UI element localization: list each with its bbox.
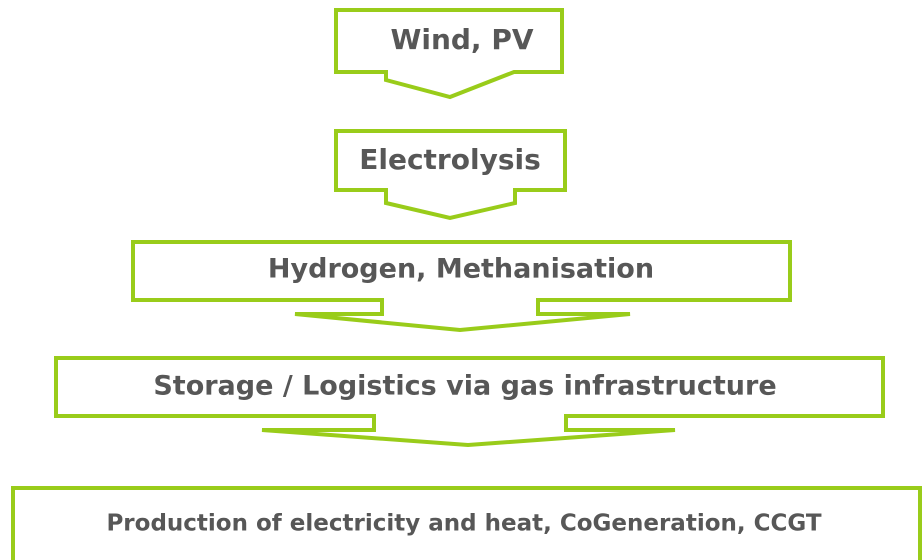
final-label: Production of electricity and heat, CoGe… [106, 511, 821, 537]
step-arrow [54, 356, 885, 448]
step-arrow [131, 240, 792, 333]
step-label: Storage / Logistics via gas infrastructu… [153, 371, 776, 402]
step-arrow [334, 129, 567, 221]
final-box [11, 486, 922, 560]
step-label: Wind, PV [390, 23, 533, 56]
step-label: Electrolysis [359, 143, 541, 176]
step-arrow [334, 8, 564, 100]
step-label: Hydrogen, Methanisation [268, 254, 654, 285]
